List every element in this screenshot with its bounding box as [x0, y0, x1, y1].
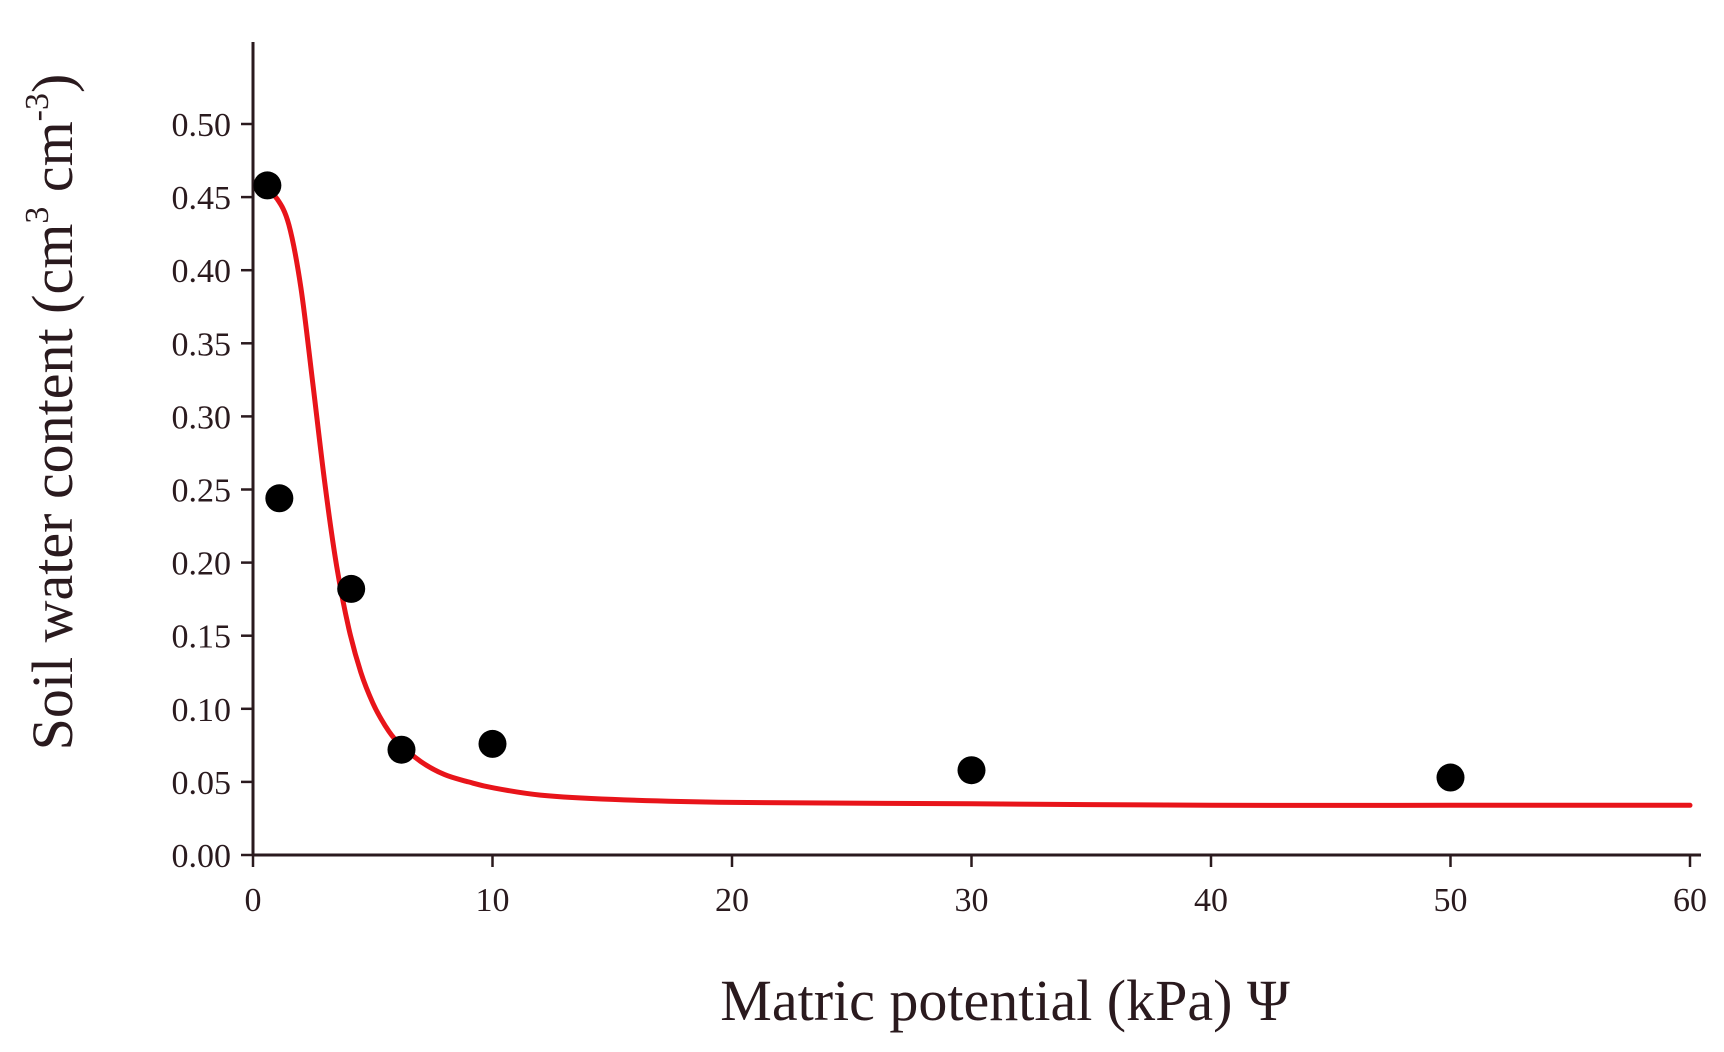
y-axis-title: Soil water content (cm3 cm-3): [19, 74, 85, 751]
data-points: [253, 171, 1465, 792]
y-tick-label: 0.15: [172, 619, 232, 656]
y-axis-title-prefix: Soil water content (cm: [20, 224, 85, 751]
data-point: [387, 735, 416, 764]
y-tick-label: 0.00: [172, 838, 232, 875]
y-axis-title-sup1: 3: [19, 207, 56, 224]
y-tick-label: 0.30: [172, 399, 232, 436]
x-tick-label: 10: [476, 882, 510, 919]
y-tick-label: 0.10: [172, 692, 232, 729]
y-tick-label: 0.20: [172, 546, 232, 583]
fitted-curve-line: [262, 187, 1693, 808]
y-tick-label: 0.35: [172, 326, 232, 363]
y-axis-title-middle: cm: [20, 121, 85, 206]
x-tick-label: 0: [245, 882, 262, 919]
data-point: [265, 484, 294, 513]
x-tick-label: 30: [955, 882, 989, 919]
plot-area: 0.00 0.05 0.10 0.15 0.20 0.25 0.30 0.35 0.40 0.45…: [172, 42, 1707, 919]
x-tick-label: 40: [1194, 882, 1228, 919]
x-axis-title: Matric potential (kPa) Ψ: [720, 968, 1290, 1033]
y-axis-ticks: 0.00 0.05 0.10 0.15 0.20 0.25 0.30 0.35 0.40 0.45…: [172, 107, 253, 875]
y-axis-title-sup2: -3: [19, 93, 56, 121]
data-point: [1436, 763, 1465, 792]
y-tick-label: 0.50: [172, 107, 232, 144]
y-tick-label: 0.45: [172, 180, 232, 217]
data-point: [337, 574, 366, 603]
y-tick-label: 0.25: [172, 473, 232, 510]
x-tick-label: 50: [1434, 882, 1468, 919]
data-point: [957, 756, 986, 785]
y-axis-title-suffix: ): [20, 74, 85, 93]
x-tick-label: 20: [715, 882, 749, 919]
y-tick-label: 0.40: [172, 253, 232, 290]
data-point: [253, 171, 282, 200]
x-tick-label: 60: [1673, 882, 1707, 919]
data-point: [478, 729, 507, 758]
x-axis-ticks: 0 10 20 30 40 50 60: [245, 855, 1707, 919]
y-tick-label: 0.05: [172, 765, 232, 802]
